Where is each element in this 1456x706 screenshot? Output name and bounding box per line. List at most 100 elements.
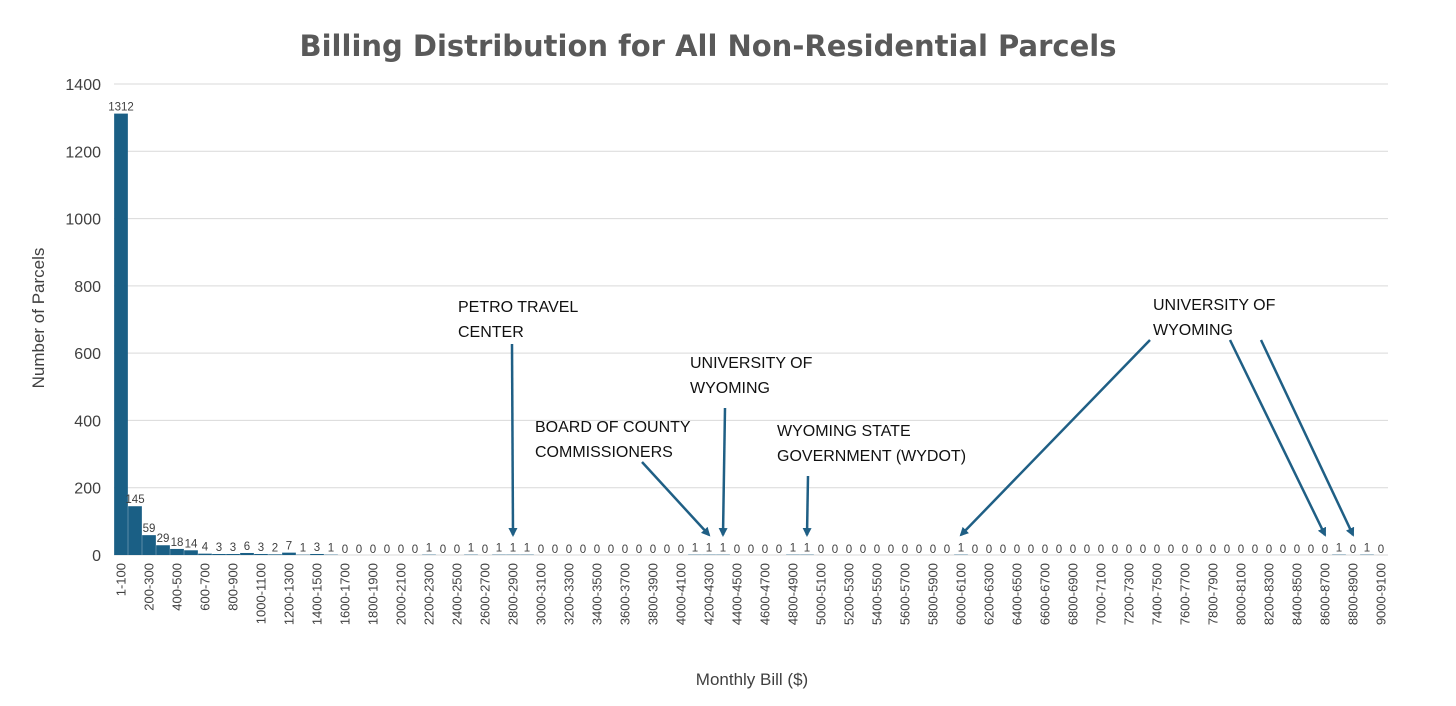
x-tick-label: 2000-2100 xyxy=(394,563,409,625)
x-tick-label: 4400-4500 xyxy=(730,563,745,625)
data-label: 0 xyxy=(566,544,572,556)
data-label: 0 xyxy=(1112,544,1118,556)
data-label: 0 xyxy=(1238,544,1244,556)
data-label: 14 xyxy=(185,538,198,550)
annotation-arrow xyxy=(1259,339,1355,537)
data-label: 0 xyxy=(1154,544,1160,556)
data-label: 0 xyxy=(1042,544,1048,556)
x-tick-label: 7600-7700 xyxy=(1178,563,1193,625)
data-label: 0 xyxy=(1266,544,1272,556)
data-label: 0 xyxy=(678,544,684,556)
data-label: 0 xyxy=(356,544,362,556)
x-tick-label: 8400-8500 xyxy=(1290,563,1305,625)
data-label: 0 xyxy=(650,544,656,556)
annotation-text: PETRO TRAVEL xyxy=(458,299,578,316)
x-tick-label: 7200-7300 xyxy=(1122,563,1137,625)
x-axis-title: Monthly Bill ($) xyxy=(696,670,808,689)
data-label: 0 xyxy=(1224,544,1230,556)
data-label: 0 xyxy=(538,544,544,556)
x-tick-label: 6200-6300 xyxy=(982,563,997,625)
annotation-wydot: WYOMING STATE GOVERNMENT (WYDOT) xyxy=(777,423,966,537)
x-tick-label: 8600-8700 xyxy=(1318,563,1333,625)
data-label: 0 xyxy=(454,544,460,556)
data-label: 18 xyxy=(171,537,184,549)
gridlines xyxy=(114,83,1388,556)
data-label: 1 xyxy=(426,543,432,555)
x-tick-label: 2800-2900 xyxy=(506,563,521,625)
annotation-text: COMMISSIONERS xyxy=(535,444,673,461)
x-tick-label: 3600-3700 xyxy=(618,563,633,625)
bar-1100-1200 xyxy=(268,554,282,555)
data-label: 1 xyxy=(1336,543,1342,555)
y-tick-label: 1400 xyxy=(65,77,101,94)
x-tick-label: 1200-1300 xyxy=(282,563,297,625)
data-label: 0 xyxy=(762,544,768,556)
annotation-petro: PETRO TRAVEL CENTER xyxy=(458,299,578,537)
data-label: 1 xyxy=(510,543,516,555)
x-tick-label: 6400-6500 xyxy=(1010,563,1025,625)
data-label: 0 xyxy=(832,544,838,556)
data-label: 0 xyxy=(902,544,908,556)
bar-200-300 xyxy=(142,535,156,555)
data-label: 0 xyxy=(888,544,894,556)
y-axis-title: Number of Parcels xyxy=(29,248,48,389)
x-tick-label: 600-700 xyxy=(198,563,213,611)
chart-title: Billing Distribution for All Non-Residen… xyxy=(300,29,1117,63)
annotations: PETRO TRAVEL CENTER BOARD OF COUNTY COMMISS… xyxy=(458,297,1355,537)
bar-600-700 xyxy=(198,553,212,555)
data-label: 3 xyxy=(314,542,320,554)
data-label: 7 xyxy=(286,541,292,553)
data-label: 0 xyxy=(636,544,642,556)
data-label: 0 xyxy=(1210,544,1216,556)
annotation-text: GOVERNMENT (WYDOT) xyxy=(777,448,966,465)
x-tick-label: 5000-5100 xyxy=(814,563,829,625)
data-label: 4 xyxy=(202,542,209,554)
data-label: 1 xyxy=(790,543,796,555)
y-tick-label: 0 xyxy=(92,548,101,565)
x-tick-label: 4200-4300 xyxy=(702,563,717,625)
y-tick-label: 1000 xyxy=(65,212,101,229)
data-label: 0 xyxy=(874,544,880,556)
x-tick-label: 8800-8900 xyxy=(1346,563,1361,625)
bar-400-500 xyxy=(170,548,184,555)
annotation-uw1: UNIVERSITY OF WYOMING xyxy=(690,355,813,537)
data-label: 1 xyxy=(706,543,712,555)
x-tick-label: 6600-6700 xyxy=(1038,563,1053,625)
x-tick-label: 6800-6900 xyxy=(1066,563,1081,625)
data-label: 1 xyxy=(804,543,810,555)
data-label: 1 xyxy=(692,543,698,555)
data-label: 0 xyxy=(1000,544,1006,556)
data-label: 0 xyxy=(1378,544,1384,556)
data-label: 0 xyxy=(1196,544,1202,556)
data-label: 0 xyxy=(1028,544,1034,556)
annotation-arrow xyxy=(641,461,711,537)
data-label: 29 xyxy=(157,533,170,545)
annotation-arrow xyxy=(508,343,518,537)
bar-300-400 xyxy=(156,545,170,555)
data-label: 1 xyxy=(958,543,964,555)
x-tick-label: 7400-7500 xyxy=(1150,563,1165,625)
data-label: 0 xyxy=(608,544,614,556)
data-label: 0 xyxy=(664,544,670,556)
data-label: 0 xyxy=(734,544,740,556)
y-tick-label: 1200 xyxy=(65,144,101,161)
data-label: 1312 xyxy=(108,102,134,114)
x-tick-label: 1000-1100 xyxy=(254,563,269,624)
x-tick-label: 400-500 xyxy=(170,563,185,611)
data-label: 6 xyxy=(244,541,250,553)
data-label: 0 xyxy=(1056,544,1062,556)
bar-800-900 xyxy=(226,553,240,555)
x-tick-label: 4800-4900 xyxy=(786,563,801,625)
y-tick-label: 800 xyxy=(74,279,101,296)
data-label: 3 xyxy=(216,542,222,554)
x-tick-label: 5400-5500 xyxy=(870,563,885,625)
data-label: 0 xyxy=(972,544,978,556)
data-label: 0 xyxy=(552,544,558,556)
x-tick-label: 4000-4100 xyxy=(674,563,689,625)
annotation-text: BOARD OF COUNTY xyxy=(535,419,691,436)
y-tick-label: 600 xyxy=(74,346,101,363)
y-axis-ticks: 0 200 400 600 800 1000 1200 1400 xyxy=(65,77,101,565)
data-label: 0 xyxy=(1168,544,1174,556)
annotation-uw2: UNIVERSITY OF WYOMING xyxy=(959,297,1355,537)
